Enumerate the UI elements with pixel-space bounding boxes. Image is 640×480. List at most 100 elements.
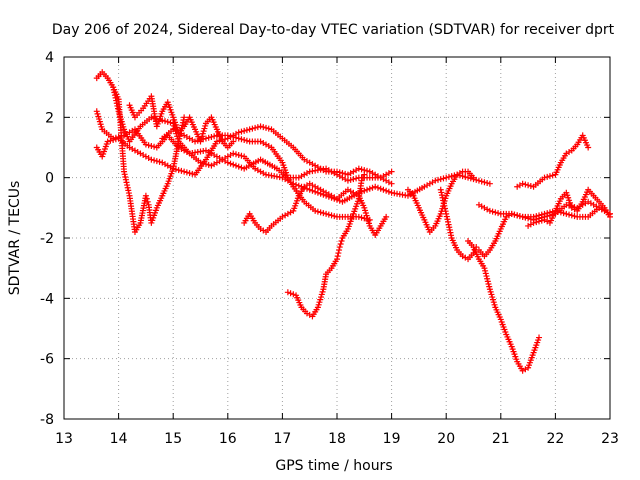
data-point (478, 178, 485, 185)
data-point (156, 158, 163, 165)
y-tick-label: -4 (40, 291, 54, 307)
data-point (246, 126, 253, 133)
x-tick-label: 17 (273, 431, 291, 447)
data-point (211, 133, 218, 140)
data-point (445, 218, 452, 225)
data-point (208, 133, 215, 140)
data-point (347, 176, 354, 183)
data-point (164, 118, 171, 125)
x-tick-label: 13 (55, 431, 73, 447)
data-point (151, 143, 158, 150)
data-point (104, 138, 111, 145)
data-point (353, 175, 360, 182)
data-point (312, 207, 319, 214)
data-point (125, 190, 132, 197)
data-point (514, 212, 521, 219)
data-point (571, 213, 578, 220)
data-point (361, 171, 368, 178)
x-tick-label: 23 (601, 431, 619, 447)
data-point (145, 142, 152, 149)
data-point (467, 175, 474, 182)
data-point (314, 208, 321, 215)
y-tick-label: -2 (40, 231, 54, 247)
data-point (227, 160, 234, 167)
data-point (235, 129, 242, 136)
data-point (489, 208, 496, 215)
data-point (364, 186, 371, 193)
data-point (235, 163, 242, 170)
data-point (557, 209, 564, 216)
y-axis-label: SDTVAR / TECUs (7, 181, 23, 296)
data-point (227, 133, 234, 140)
data-point (263, 124, 270, 131)
data-point (481, 179, 488, 186)
data-point (443, 213, 450, 220)
data-point (508, 210, 515, 217)
data-point (290, 291, 297, 298)
data-point (122, 173, 129, 180)
data-point (178, 167, 185, 174)
data-point (358, 214, 365, 221)
data-point (385, 188, 392, 195)
data-point (541, 210, 548, 217)
data-point (107, 137, 114, 144)
data-point (440, 200, 447, 207)
data-point (442, 208, 449, 215)
data-point (186, 170, 193, 177)
data-point (123, 179, 130, 186)
data-point (372, 183, 379, 190)
data-point (224, 159, 231, 166)
data-point (439, 194, 446, 201)
data-point (124, 184, 131, 191)
data-point (205, 134, 212, 141)
data-point (483, 273, 490, 280)
data-point (536, 218, 543, 225)
data-point (202, 135, 209, 142)
data-point (486, 283, 493, 290)
data-point (437, 186, 444, 193)
data-point (377, 185, 384, 192)
data-point (189, 170, 196, 177)
x-tick-label: 14 (110, 431, 128, 447)
data-point (544, 210, 551, 217)
data-point (287, 290, 294, 297)
data-point (358, 166, 365, 173)
data-point (530, 219, 537, 226)
data-point (284, 289, 291, 296)
data-point (200, 136, 207, 143)
data-point (484, 179, 491, 186)
data-point (519, 180, 526, 187)
data-point (484, 278, 491, 285)
data-point (355, 165, 362, 172)
data-point (533, 219, 540, 226)
data-point (516, 213, 523, 220)
data-point (232, 134, 239, 141)
data-point (492, 209, 499, 216)
data-point (112, 136, 119, 143)
data-point (486, 180, 493, 187)
data-point (183, 169, 190, 176)
data-point (254, 124, 261, 131)
data-point (448, 232, 455, 239)
data-point (295, 182, 302, 189)
data-point (527, 182, 534, 189)
data-point (260, 124, 267, 131)
data-point (470, 174, 477, 181)
data-point (350, 176, 357, 183)
data-marks (93, 69, 613, 374)
data-point (175, 167, 182, 174)
x-tick-label: 19 (383, 431, 401, 447)
data-point (238, 136, 245, 143)
data-point (445, 221, 452, 228)
data-point (465, 174, 472, 181)
data-point (560, 210, 567, 217)
data-point (334, 253, 341, 260)
data-point (238, 128, 245, 135)
data-point (230, 161, 237, 168)
data-point (235, 135, 242, 142)
data-point (249, 125, 256, 132)
data-point (339, 170, 346, 177)
data-point (309, 187, 316, 194)
data-point (241, 127, 248, 134)
x-axis-label: GPS time / hours (275, 458, 392, 474)
